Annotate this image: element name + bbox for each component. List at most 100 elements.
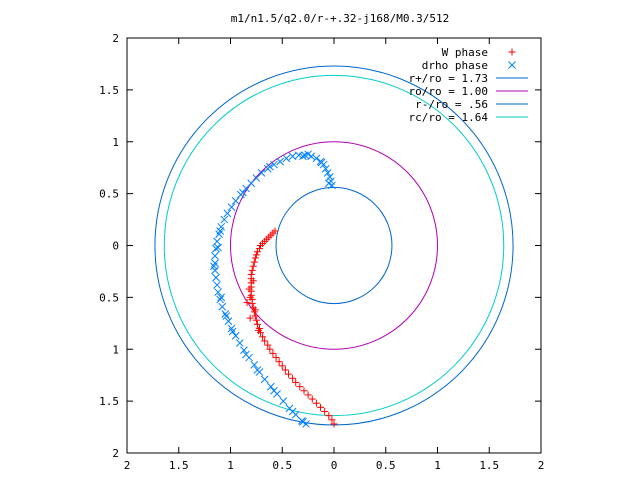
w-phase-point [249, 262, 257, 270]
w-phase-point [317, 403, 325, 411]
drho-phase-point [270, 160, 278, 169]
w-phase-point [312, 399, 320, 407]
drho-phase-point [276, 157, 285, 166]
legend-label: r-/ro = .56 [415, 98, 488, 111]
drho-phase-point [324, 179, 333, 188]
w-phase-point [269, 349, 277, 357]
drho-phase-point [211, 252, 219, 260]
w-phase-point [308, 395, 316, 403]
w-phase-point [266, 345, 274, 353]
w-phase-point [272, 354, 280, 362]
drho-phase-point [312, 154, 321, 163]
w-phase-point [304, 391, 312, 399]
y-tick-label: 1 [112, 136, 119, 149]
drho-phase-point [323, 169, 332, 177]
drho-phase-point [221, 310, 230, 318]
drho-phase-point [223, 209, 232, 218]
drho-phase-point [235, 339, 244, 347]
w-phase-point [325, 412, 333, 420]
w-phase-point [330, 420, 338, 428]
x-tick-label: 1 [434, 459, 441, 472]
legend-label: ro/ro = 1.00 [409, 85, 488, 98]
y-tick-label: 2 [112, 447, 119, 460]
drho-phase-point [216, 227, 225, 235]
circle-3 [230, 141, 438, 350]
drho-phase-point [288, 152, 297, 161]
w-phase-point [253, 248, 261, 256]
w-phase-point [278, 362, 286, 370]
drho-phase-point [217, 293, 226, 302]
drho-phase-point [213, 237, 221, 246]
w-phase-point [321, 408, 329, 415]
w-phase-point [257, 242, 265, 249]
drho-phase-point [279, 397, 288, 405]
phase-points [210, 150, 338, 428]
drho-phase-point [210, 262, 218, 271]
w-phase-point [261, 337, 269, 345]
x-tick-label: 2 [124, 459, 131, 472]
drho-phase-point [288, 407, 297, 416]
legend-label: r+/ro = 1.73 [409, 72, 488, 85]
x-tick-label: 1.5 [479, 459, 499, 472]
w-phase-point [252, 251, 260, 259]
chart-title: m1/n1.5/q2.0/r-+.32-j168/M0.3/512 [231, 12, 450, 25]
w-phase-point [264, 341, 272, 349]
drho-phase-point [242, 184, 250, 193]
w-phase-point [328, 416, 336, 424]
x-tick-label: 2 [538, 459, 545, 472]
w-phase-point [281, 366, 289, 374]
drho-phase-point [224, 317, 233, 326]
y-tick-label: 2 [112, 32, 119, 45]
y-axis: 2 1.5 1 0.5 0 0.5 1 1.5 2 [99, 32, 541, 460]
w-phase-point [252, 316, 260, 324]
w-phase-point [289, 374, 297, 382]
radius-circles [154, 65, 514, 426]
y-tick-label: 0.5 [99, 188, 119, 201]
w-phase-point [300, 387, 308, 395]
drho-phase-point [213, 281, 221, 289]
circle-5 [163, 74, 505, 417]
circle-4 [275, 186, 393, 305]
drho-phase-point [270, 386, 278, 395]
w-phase-point [254, 327, 262, 335]
y-tick-label: 1 [112, 343, 119, 356]
drho-phase-point [282, 154, 291, 163]
drho-phase-point [240, 346, 248, 355]
drho-phase-point [299, 418, 307, 426]
w-phase-point [246, 293, 254, 301]
drho-phase-point [222, 312, 231, 320]
legend-marker-sample [508, 48, 516, 56]
legend-label: W phase [442, 46, 488, 59]
legend-label: drho phase [422, 59, 488, 72]
w-phase-point [251, 306, 259, 314]
drho-phase-point [216, 295, 225, 304]
drho-phase-point [317, 158, 326, 167]
drho-phase-point [321, 164, 330, 173]
y-tick-label: 1.5 [99, 395, 119, 408]
drho-phase-point [231, 197, 240, 205]
x-tick-label: 0.5 [272, 459, 292, 472]
legend-marker-sample [508, 61, 516, 69]
drho-phase-point [214, 288, 222, 297]
w-phase-point [292, 378, 300, 386]
w-phase-point [246, 314, 254, 322]
x-tick-label: 1.5 [169, 459, 189, 472]
x-tick-label: 0 [331, 459, 338, 472]
w-phase-point [245, 285, 253, 293]
drho-phase-point [228, 327, 237, 336]
w-phase-point [296, 383, 304, 391]
drho-phase-point [250, 360, 259, 369]
y-tick-label: 0 [112, 240, 119, 253]
drho-phase-point [253, 366, 262, 374]
w-phase-point [284, 370, 292, 378]
drho-phase-point [218, 302, 227, 311]
y-tick-label: 0.5 [99, 291, 119, 304]
w-phase-point [248, 266, 256, 274]
w-phase-point [259, 333, 267, 341]
drho-phase-point [227, 203, 236, 211]
drho-phase-point [299, 152, 307, 161]
drho-phase-point [231, 331, 240, 340]
drho-phase-point [260, 375, 269, 384]
drho-phase-point [239, 188, 247, 197]
drho-phase-point [304, 150, 312, 159]
